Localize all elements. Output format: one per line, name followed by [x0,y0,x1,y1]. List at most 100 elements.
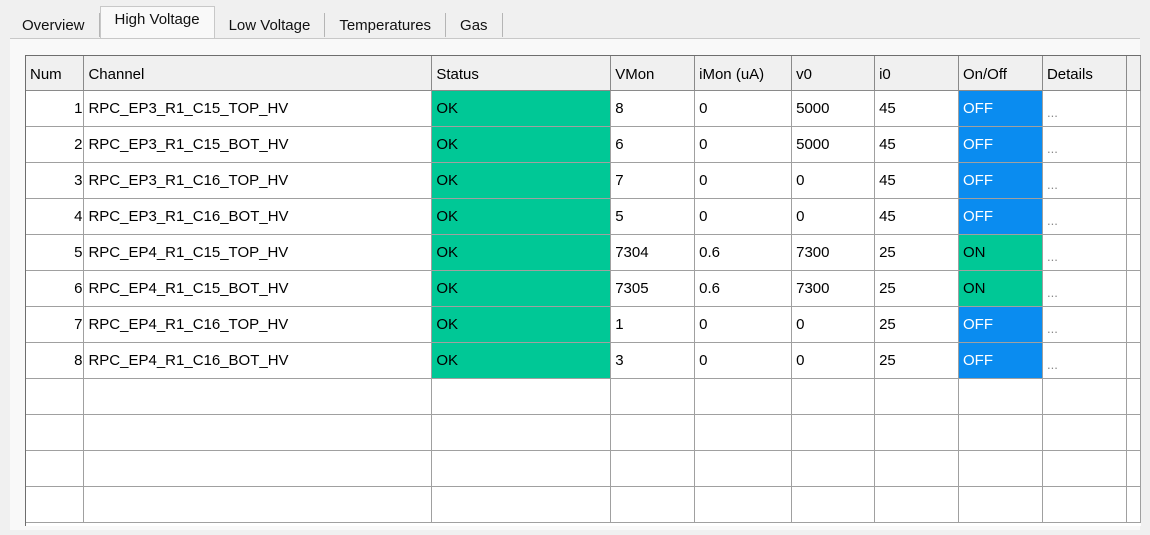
cell-i0: 25 [874,270,959,307]
tab-low-voltage[interactable]: Low Voltage [215,13,326,37]
cell-filler [1126,306,1141,343]
empty-cell [431,450,612,487]
tab-temperatures[interactable]: Temperatures [325,13,447,37]
empty-table-row[interactable] [26,486,1141,523]
table-row[interactable]: 8 RPC_EP4_R1_C16_BOT_HV OK 3 0 0 25 OFF … [26,342,1141,379]
empty-cell [431,486,612,523]
empty-cell [26,414,85,451]
cell-vmon: 7 [610,162,696,199]
empty-cell [874,378,959,415]
channel-table: Num Channel Status VMon iMon (uA) v0 i0 … [26,56,1141,523]
cell-v0: 7300 [791,234,876,271]
table-row[interactable]: 3 RPC_EP3_R1_C16_TOP_HV OK 7 0 0 45 OFF … [26,162,1141,199]
cell-onoff-toggle[interactable]: OFF [958,342,1043,379]
cell-v0: 0 [791,306,876,343]
cell-details-button[interactable]: ... [1042,342,1127,379]
tab-overview[interactable]: Overview [8,13,100,37]
cell-onoff-toggle[interactable]: ON [958,234,1043,271]
cell-i0: 25 [874,342,959,379]
cell-details-button[interactable]: ... [1042,90,1127,127]
empty-cell [958,486,1043,523]
empty-table-row[interactable] [26,378,1141,415]
cell-onoff-toggle[interactable]: OFF [958,126,1043,163]
empty-cell [1126,450,1141,487]
empty-cell [694,450,793,487]
cell-i0: 25 [874,234,959,271]
empty-cell [26,486,85,523]
table-row[interactable]: 4 RPC_EP3_R1_C16_BOT_HV OK 5 0 0 45 OFF … [26,198,1141,235]
empty-cell [431,414,612,451]
cell-imon: 0.6 [694,270,793,307]
cell-imon: 0.6 [694,234,793,271]
empty-cell [958,378,1043,415]
cell-filler [1126,270,1141,307]
cell-onoff-toggle[interactable]: OFF [958,162,1043,199]
column-header-onoff[interactable]: On/Off [958,56,1043,91]
column-header-i0[interactable]: i0 [874,56,959,91]
cell-channel: RPC_EP4_R1_C16_BOT_HV [83,342,433,379]
cell-v0: 5000 [791,90,876,127]
column-header-num[interactable]: Num [26,56,85,91]
empty-cell [694,414,793,451]
cell-onoff-toggle[interactable]: ON [958,270,1043,307]
cell-details-button[interactable]: ... [1042,234,1127,271]
cell-details-button[interactable]: ... [1042,162,1127,199]
cell-onoff-toggle[interactable]: OFF [958,306,1043,343]
cell-details-button[interactable]: ... [1042,306,1127,343]
cell-filler [1126,234,1141,271]
column-header-vmon[interactable]: VMon [610,56,696,91]
cell-details-button[interactable]: ... [1042,270,1127,307]
cell-num: 2 [26,126,85,163]
cell-v0: 5000 [791,126,876,163]
cell-filler [1126,342,1141,379]
cell-onoff-toggle[interactable]: OFF [958,90,1043,127]
cell-status: OK [431,198,612,235]
cell-status: OK [431,306,612,343]
empty-cell [694,378,793,415]
empty-cell [1042,450,1127,487]
cell-vmon: 6 [610,126,696,163]
column-header-details[interactable]: Details [1042,56,1127,91]
empty-table-row[interactable] [26,414,1141,451]
empty-cell [83,378,433,415]
cell-details-button[interactable]: ... [1042,198,1127,235]
table-row[interactable]: 7 RPC_EP4_R1_C16_TOP_HV OK 1 0 0 25 OFF … [26,306,1141,343]
empty-cell [791,414,876,451]
table-row[interactable]: 1 RPC_EP3_R1_C15_TOP_HV OK 8 0 5000 45 O… [26,90,1141,127]
cell-v0: 0 [791,342,876,379]
column-header-v0[interactable]: v0 [791,56,876,91]
empty-cell [431,378,612,415]
cell-onoff-toggle[interactable]: OFF [958,198,1043,235]
cell-num: 8 [26,342,85,379]
empty-cell [958,414,1043,451]
tab-high-voltage[interactable]: High Voltage [99,6,215,38]
table-row[interactable]: 5 RPC_EP4_R1_C15_TOP_HV OK 7304 0.6 7300… [26,234,1141,271]
empty-cell [26,378,85,415]
cell-vmon: 7305 [610,270,696,307]
column-header-status[interactable]: Status [431,56,612,91]
table-row[interactable]: 2 RPC_EP3_R1_C15_BOT_HV OK 6 0 5000 45 O… [26,126,1141,163]
empty-table-row[interactable] [26,450,1141,487]
tab-gas[interactable]: Gas [446,13,503,37]
channel-table-frame: Num Channel Status VMon iMon (uA) v0 i0 … [25,55,1141,526]
cell-num: 3 [26,162,85,199]
cell-num: 5 [26,234,85,271]
cell-num: 6 [26,270,85,307]
cell-channel: RPC_EP3_R1_C16_TOP_HV [83,162,433,199]
empty-cell [1126,414,1141,451]
table-row[interactable]: 6 RPC_EP4_R1_C15_BOT_HV OK 7305 0.6 7300… [26,270,1141,307]
cell-details-button[interactable]: ... [1042,126,1127,163]
table-body: 1 RPC_EP3_R1_C15_TOP_HV OK 8 0 5000 45 O… [26,90,1141,523]
empty-cell [874,486,959,523]
cell-v0: 0 [791,162,876,199]
empty-cell [791,450,876,487]
cell-vmon: 3 [610,342,696,379]
empty-cell [610,450,696,487]
column-header-channel[interactable]: Channel [83,56,433,91]
cell-v0: 0 [791,198,876,235]
column-header-imon[interactable]: iMon (uA) [694,56,793,91]
cell-vmon: 1 [610,306,696,343]
empty-cell [791,486,876,523]
empty-cell [874,450,959,487]
cell-i0: 25 [874,306,959,343]
